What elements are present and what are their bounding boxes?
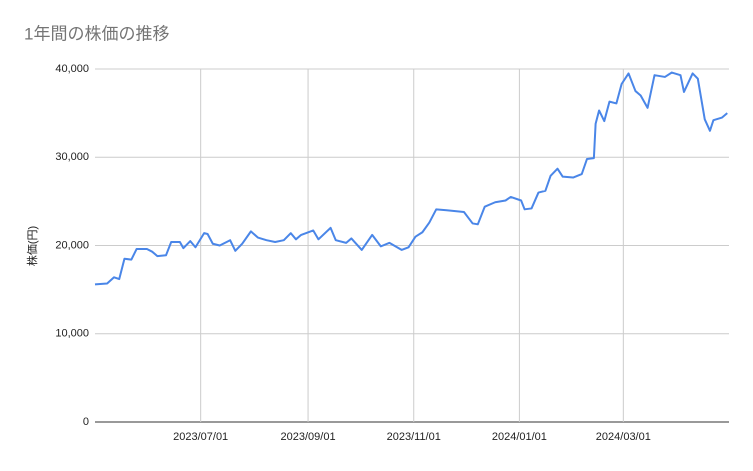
x-tick-label: 2023/09/01 xyxy=(281,431,336,443)
y-tick-label: 0 xyxy=(83,416,89,428)
x-tick-label: 2023/07/01 xyxy=(173,431,228,443)
chart-title: 1年間の株価の推移 xyxy=(24,24,169,43)
y-tick-label: 40,000 xyxy=(55,63,89,75)
y-tick-label: 20,000 xyxy=(55,239,89,251)
x-tick-label: 2023/11/01 xyxy=(387,431,441,443)
x-tick-label: 2024/01/01 xyxy=(492,431,547,443)
line-series xyxy=(94,71,728,286)
x-tick-label: 2024/03/01 xyxy=(596,431,651,443)
y-tick-label: 30,000 xyxy=(55,151,89,163)
y-axis-title: 株価(円) xyxy=(25,226,39,266)
y-tick-label: 10,000 xyxy=(55,328,89,340)
